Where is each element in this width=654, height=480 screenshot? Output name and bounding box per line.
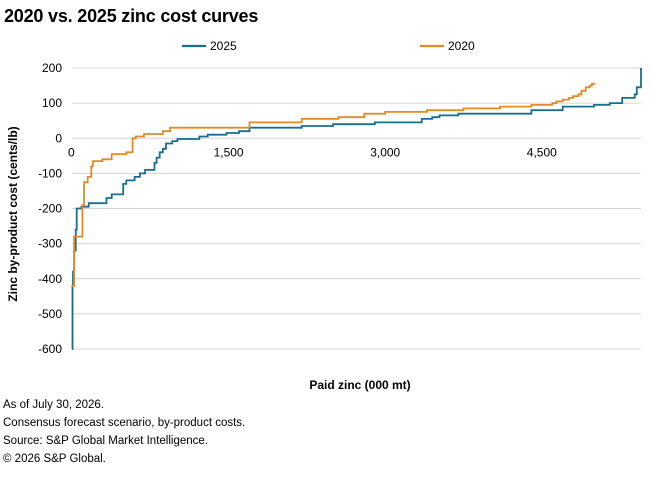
series-line-2025	[71, 68, 642, 350]
footnote-scenario: Consensus forecast scenario, by-product …	[3, 417, 246, 429]
legend-label-2020: 2020	[448, 39, 475, 53]
y-axis-ticks: 200 100 0 -100 -200 -300 -400 -500 -600	[38, 61, 62, 356]
x-tick-label: 0	[68, 145, 75, 159]
y-tick-label: 0	[55, 131, 62, 145]
y-axis-title: Zinc by-product cost (cents/lb)	[6, 126, 20, 301]
y-tick-label: -200	[38, 202, 62, 216]
x-tick-label: 4,500	[527, 145, 557, 159]
series-line-2020	[72, 82, 596, 287]
y-tick-label: -600	[38, 342, 62, 356]
series-lines	[71, 68, 642, 350]
footnote-date: As of July 30, 2026.	[3, 399, 105, 411]
footnote-copyright: © 2026 S&P Global.	[3, 453, 106, 465]
legend: 2025 2020	[182, 39, 475, 53]
legend-label-2025: 2025	[210, 39, 237, 53]
grid-lines	[72, 67, 641, 350]
y-tick-label: -400	[38, 272, 62, 286]
y-tick-label: -500	[38, 307, 62, 321]
x-tick-label: 3,000	[370, 145, 400, 159]
y-tick-label: 100	[42, 96, 62, 110]
chart-svg: 200 100 0 -100 -200 -300 -400 -500 -600 0 1,500 3,…	[6, 39, 642, 392]
y-tick-label: 200	[42, 61, 62, 75]
x-tick-label: 1,500	[214, 145, 244, 159]
x-axis-title: Paid zinc (000 mt)	[309, 378, 410, 392]
y-tick-label: -100	[38, 166, 62, 180]
footnote-source: Source: S&P Global Market Intelligence.	[3, 435, 208, 447]
footnotes: As of July 30, 2026. Consensus forecast …	[3, 396, 245, 468]
y-tick-label: -300	[38, 237, 62, 251]
chart-title: 2020 vs. 2025 zinc cost curves	[4, 6, 259, 26]
x-axis-ticks: 0 1,500 3,000 4,500	[68, 145, 557, 159]
